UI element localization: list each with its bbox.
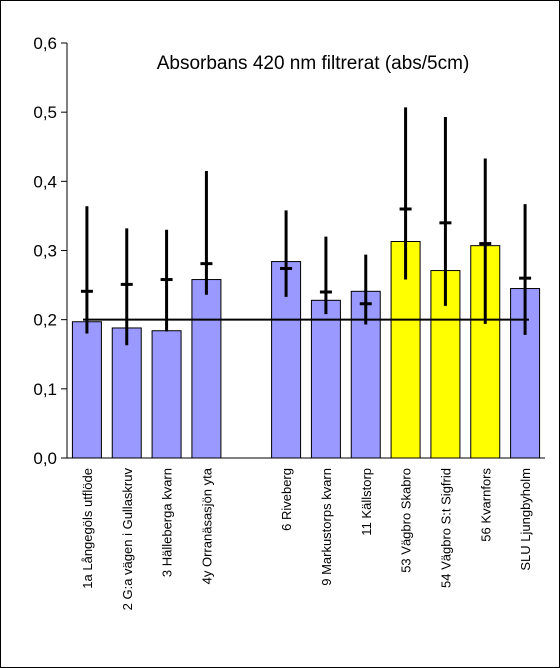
- bar: [151, 330, 182, 459]
- bar: [430, 270, 461, 459]
- bar: [71, 321, 102, 459]
- x-tick-label: 54 Vägbro S:t Sigfrid: [438, 468, 453, 588]
- x-tick-label: 3 Hälleberga kvarn: [160, 468, 175, 577]
- y-tick-label: 0,0: [33, 449, 57, 468]
- x-tick-labels: 1a Långegöls utflöde 2 G:a vägen i Gullas…: [80, 467, 533, 610]
- x-tick-label: 9 Markustorps kvarn: [319, 468, 334, 586]
- x-tick-label: 1a Långegöls utflöde: [80, 468, 95, 589]
- y-tick-label: 0,6: [33, 34, 57, 53]
- y-tick-label: 0,1: [33, 380, 57, 399]
- chart-title: Absorbans 420 nm filtrerat (abs/5cm): [157, 53, 470, 74]
- x-tick-label: 4y Orranäsasjön yta: [199, 467, 214, 584]
- x-tick-label: SLU Ljungbyholm: [518, 468, 533, 571]
- y-tick-label: 0,4: [33, 172, 57, 191]
- error-bars-layer: [80, 107, 532, 346]
- bar: [310, 299, 341, 459]
- y-axis: 0,0 0,1 0,2 0,3 0,4 0,5 0,6: [33, 34, 68, 468]
- y-tick-label: 0,2: [33, 311, 57, 330]
- x-tick-label: 11 Källstorp: [359, 468, 374, 536]
- y-tick-label: 0,3: [33, 242, 57, 261]
- x-tick-label: 56 Kvarnfors: [478, 468, 493, 542]
- bar: [191, 279, 222, 459]
- x-tick-label: 6 Riveberg: [279, 468, 294, 531]
- x-tick-label: 53 Vägbro Skabro: [399, 468, 414, 573]
- bars-layer: [71, 241, 541, 459]
- y-tick-label: 0,5: [33, 103, 57, 122]
- x-tick-label: 2 G:a vägen i Gullaskruv: [120, 468, 135, 611]
- bar: [111, 327, 142, 459]
